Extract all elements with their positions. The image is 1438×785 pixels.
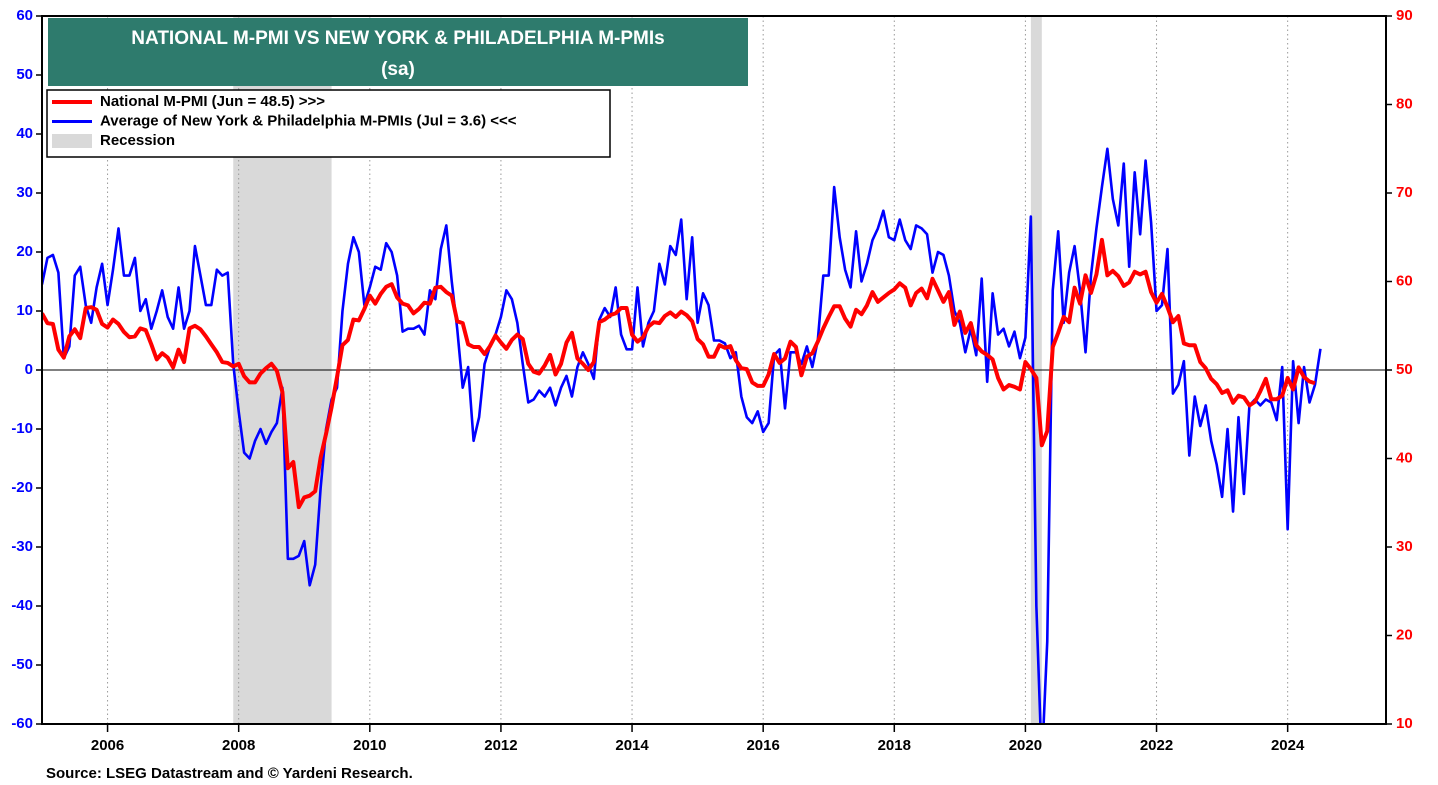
y-tick-label: -60 xyxy=(11,715,33,732)
x-tick-label: 2022 xyxy=(1140,737,1173,754)
x-tick-label: 2014 xyxy=(615,737,649,754)
legend: National M-PMI (Jun = 48.5) >>> Average o… xyxy=(52,93,517,149)
y-tick-label: -50 xyxy=(11,656,33,673)
y-tick-label: 40 xyxy=(16,125,33,142)
legend-label: Recession xyxy=(100,132,175,149)
source-note: Source: LSEG Datastream and © Yardeni Re… xyxy=(46,765,413,782)
legend-label: Average of New York & Philadelphia M-PMI… xyxy=(100,112,517,129)
y2-tick-label: 20 xyxy=(1396,626,1413,643)
y2-tick-label: 40 xyxy=(1396,449,1413,466)
x-tick-label: 2016 xyxy=(746,737,779,754)
y-tick-label: 20 xyxy=(16,243,33,260)
series-line xyxy=(42,147,1322,724)
y2-tick-label: 50 xyxy=(1396,361,1413,378)
y2-tick-label: 10 xyxy=(1396,715,1413,732)
y-tick-label: 10 xyxy=(16,302,33,319)
lines xyxy=(42,147,1322,724)
series-line xyxy=(42,237,1316,510)
x-tick-label: 2006 xyxy=(91,737,124,754)
y2-tick-label: 90 xyxy=(1396,7,1413,24)
y-tick-label: 50 xyxy=(16,66,33,83)
y2-tick-label: 60 xyxy=(1396,272,1413,289)
x-tick-label: 2020 xyxy=(1009,737,1042,754)
title-box xyxy=(48,18,748,86)
y-tick-label: -10 xyxy=(11,420,33,437)
y-tick-label: -40 xyxy=(11,597,33,614)
chart-title: NATIONAL M-PMI VS NEW YORK & PHILADELPHI… xyxy=(131,28,664,49)
x-tick-label: 2012 xyxy=(484,737,517,754)
y2-tick-label: 30 xyxy=(1396,538,1413,555)
x-tick-label: 2024 xyxy=(1271,737,1305,754)
x-tick-label: 2010 xyxy=(353,737,386,754)
y-tick-label: -30 xyxy=(11,538,33,555)
x-tick-label: 2008 xyxy=(222,737,255,754)
y2-tick-label: 70 xyxy=(1396,184,1413,201)
y-tick-label: 0 xyxy=(25,361,33,378)
y-tick-label: -20 xyxy=(11,479,33,496)
chart-subtitle: (sa) xyxy=(381,59,415,80)
legend-label: National M-PMI (Jun = 48.5) >>> xyxy=(100,93,325,110)
y-tick-label: 30 xyxy=(16,184,33,201)
y2-tick-label: 80 xyxy=(1396,95,1413,112)
legend-box xyxy=(46,89,611,158)
x-tick-label: 2018 xyxy=(878,737,911,754)
y-tick-label: 60 xyxy=(16,7,33,24)
legend-swatch xyxy=(52,134,92,148)
